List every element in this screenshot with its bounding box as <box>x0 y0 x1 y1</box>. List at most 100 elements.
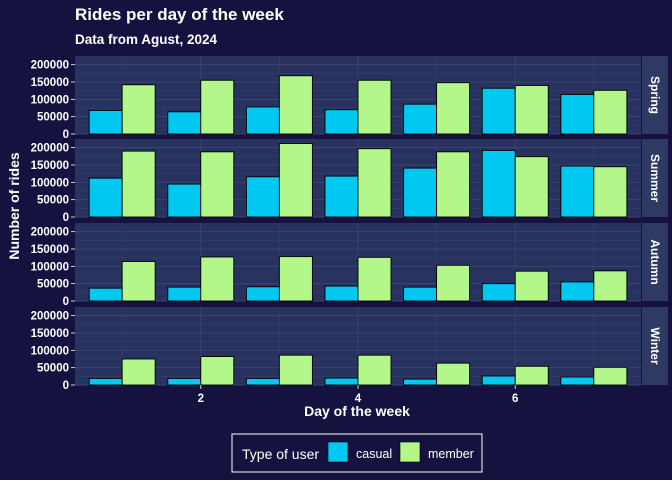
bar-winter-member-day2 <box>200 356 235 386</box>
bar-spring-member-day3 <box>278 75 313 135</box>
bar-spring-member-day1 <box>121 84 156 135</box>
bar-winter-member-day4 <box>357 354 392 386</box>
bar-spring-casual-day3 <box>245 106 280 135</box>
panel-autumn: 0 50000 100000 150000 200000 Autumn <box>31 223 668 308</box>
bar-spring-casual-day7 <box>560 94 595 135</box>
bar-summer-member-day5 <box>436 151 471 218</box>
legend: Type of user casual member <box>231 433 483 473</box>
y-axis-title: Number of rides <box>6 152 22 260</box>
y-tick-label: 50000 <box>37 363 69 375</box>
bar-summer-casual-day6 <box>481 149 516 218</box>
bar-winter-casual-day3 <box>245 377 280 386</box>
y-tick-label: 200000 <box>31 60 69 72</box>
y-tick-label: 50000 <box>37 279 69 291</box>
bar-spring-member-day2 <box>200 79 235 135</box>
legend-swatch-casual <box>327 441 349 463</box>
facet-panels: 0 50000 100000 150000 200000 Spring 0 50000 1000… <box>31 56 668 392</box>
y-tick-label: 50000 <box>37 112 69 124</box>
x-axis-title: Day of the week <box>304 403 410 419</box>
y-tick-label: 0 <box>63 380 69 392</box>
bar-spring-casual-day5 <box>403 103 438 135</box>
bar-autumn-casual-day1 <box>88 287 123 302</box>
bar-summer-casual-day5 <box>403 167 438 218</box>
bar-summer-member-day1 <box>121 150 156 218</box>
chart-title: Rides per day of the week <box>75 5 284 24</box>
y-tick-label: 200000 <box>31 227 69 239</box>
x-tick-label: 4 <box>355 393 362 405</box>
bar-autumn-member-day5 <box>436 264 471 302</box>
bar-winter-casual-day6 <box>481 375 516 386</box>
x-tick-label: 2 <box>198 393 204 405</box>
bar-spring-member-day5 <box>436 82 471 135</box>
bar-autumn-member-day4 <box>357 256 392 302</box>
bar-winter-casual-day1 <box>88 377 123 386</box>
strip-autumn <box>642 223 668 301</box>
bar-winter-member-day3 <box>278 354 313 386</box>
bar-spring-member-day4 <box>357 79 392 135</box>
bar-winter-casual-day4 <box>324 377 359 386</box>
bar-summer-casual-day2 <box>167 183 202 218</box>
legend-box <box>231 433 483 473</box>
bar-winter-member-day1 <box>121 358 156 386</box>
legend-label-casual: casual <box>356 447 392 461</box>
bar-spring-casual-day2 <box>167 111 202 135</box>
bar-autumn-casual-day7 <box>560 281 595 302</box>
bar-winter-casual-day2 <box>167 377 202 386</box>
bar-autumn-casual-day6 <box>481 283 516 302</box>
panel-winter: 0 50000 100000 150000 200000 Winter <box>31 307 668 392</box>
bar-winter-member-day6 <box>514 365 549 386</box>
bar-autumn-member-day7 <box>593 270 628 302</box>
y-tick-label: 150000 <box>31 244 69 256</box>
y-tick-label: 200000 <box>31 311 69 323</box>
bar-autumn-casual-day5 <box>403 286 438 302</box>
y-tick-label: 100000 <box>31 345 69 357</box>
y-tick-label: 100000 <box>31 177 69 189</box>
bar-autumn-casual-day3 <box>245 286 280 302</box>
bar-summer-casual-day1 <box>88 177 123 218</box>
strip-label-autumn: Autumn <box>648 239 662 284</box>
strip-spring <box>642 56 668 134</box>
bar-summer-member-day3 <box>278 143 313 218</box>
x-axis: 2 4 6 <box>198 385 518 405</box>
bar-autumn-member-day6 <box>514 270 549 302</box>
y-tick-label: 150000 <box>31 77 69 89</box>
y-tick-label: 0 <box>63 212 69 224</box>
bar-winter-casual-day7 <box>560 376 595 386</box>
panel-spring: 0 50000 100000 150000 200000 Spring <box>31 56 668 141</box>
bar-spring-casual-day1 <box>88 109 123 135</box>
y-tick-label: 150000 <box>31 328 69 340</box>
bar-spring-casual-day6 <box>481 87 516 135</box>
legend-title: Type of user <box>242 446 319 462</box>
bar-autumn-casual-day2 <box>167 286 202 302</box>
bar-winter-casual-day5 <box>403 378 438 386</box>
bar-summer-casual-day7 <box>560 165 595 218</box>
strip-summer <box>642 139 668 217</box>
bar-spring-casual-day4 <box>324 109 359 135</box>
bar-autumn-member-day3 <box>278 256 313 302</box>
panel-summer: 0 50000 100000 150000 200000 Summer <box>31 139 668 224</box>
bar-summer-member-day4 <box>357 148 392 218</box>
bar-autumn-member-day1 <box>121 261 156 302</box>
strip-label-summer: Summer <box>648 154 662 202</box>
bar-autumn-member-day2 <box>200 256 235 302</box>
bar-summer-casual-day3 <box>245 176 280 218</box>
bar-summer-member-day6 <box>514 156 549 218</box>
x-tick-label: 6 <box>512 393 518 405</box>
bar-summer-casual-day4 <box>324 175 359 218</box>
y-tick-label: 150000 <box>31 160 69 172</box>
legend-swatch-member <box>399 441 421 463</box>
strip-label-spring: Spring <box>648 76 662 114</box>
chart-subtitle: Data from Agust, 2024 <box>75 32 218 47</box>
legend-label-member: member <box>428 447 474 461</box>
y-tick-label: 100000 <box>31 261 69 273</box>
y-tick-label: 100000 <box>31 94 69 106</box>
bar-summer-member-day2 <box>200 151 235 218</box>
bar-winter-member-day5 <box>436 362 471 386</box>
strip-winter <box>642 307 668 385</box>
y-tick-label: 0 <box>63 296 69 308</box>
strip-label-winter: Winter <box>648 327 662 365</box>
bar-autumn-casual-day4 <box>324 285 359 302</box>
y-tick-label: 50000 <box>37 195 69 207</box>
y-tick-label: 0 <box>63 129 69 141</box>
